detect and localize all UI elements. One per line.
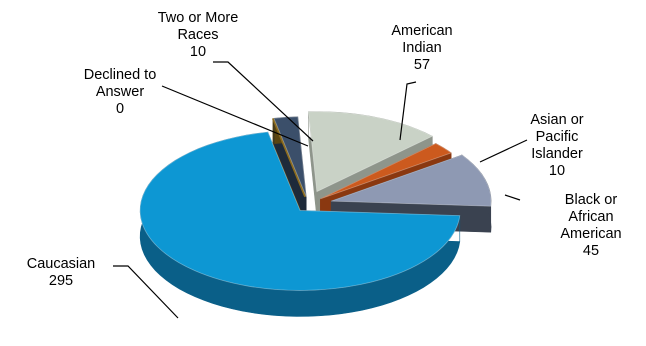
leader-line-caucasian xyxy=(113,265,179,319)
leader-line-asian-or-pacific-islander xyxy=(479,139,528,163)
slice-asian-or-pacific-islander xyxy=(320,143,453,200)
data-label-caucasian: Caucasian 295 xyxy=(27,256,96,289)
leader-line-declined-to-answer xyxy=(161,85,309,147)
data-labels: American Indian 57 Asian or Pacific Islander 1… xyxy=(27,10,622,289)
data-label-asian-or-pacific-islander: Asian or Pacific Islander 10 xyxy=(530,112,583,179)
slice-two-or-more-races xyxy=(273,116,307,197)
leader-line-two-or-more-races xyxy=(213,61,314,142)
data-label-american-indian: American Indian 57 xyxy=(391,23,452,73)
leader-lines xyxy=(113,61,528,319)
data-label-declined-to-answer: Declined to Answer 0 xyxy=(84,67,157,117)
leader-line-black-or-african-american xyxy=(504,194,521,201)
slice-caucasian xyxy=(139,131,461,291)
data-label-two-or-more-races: Two or More Races 10 xyxy=(158,10,239,60)
data-label-black-or-african-american: Black or African American 45 xyxy=(560,192,621,259)
slice-black-or-african-american xyxy=(330,154,492,207)
leader-line-american-indian xyxy=(399,81,417,141)
slice-declined-to-answer xyxy=(271,118,307,198)
slice-tops xyxy=(139,111,492,291)
